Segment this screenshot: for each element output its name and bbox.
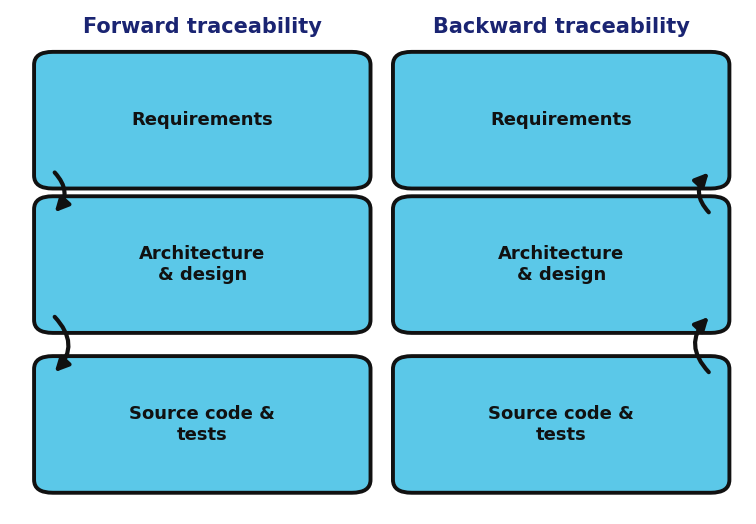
Text: Source code &
tests: Source code & tests (488, 405, 634, 444)
FancyBboxPatch shape (393, 356, 730, 493)
Text: Backward traceability: Backward traceability (432, 17, 689, 37)
FancyBboxPatch shape (393, 196, 730, 333)
Text: Requirements: Requirements (132, 111, 273, 129)
Text: Architecture
& design: Architecture & design (498, 245, 624, 284)
FancyBboxPatch shape (34, 52, 370, 189)
FancyBboxPatch shape (393, 52, 730, 189)
Text: Requirements: Requirements (491, 111, 632, 129)
FancyBboxPatch shape (34, 356, 370, 493)
FancyBboxPatch shape (34, 196, 370, 333)
Text: Architecture
& design: Architecture & design (139, 245, 265, 284)
Text: Forward traceability: Forward traceability (83, 17, 322, 37)
Text: Source code &
tests: Source code & tests (129, 405, 275, 444)
